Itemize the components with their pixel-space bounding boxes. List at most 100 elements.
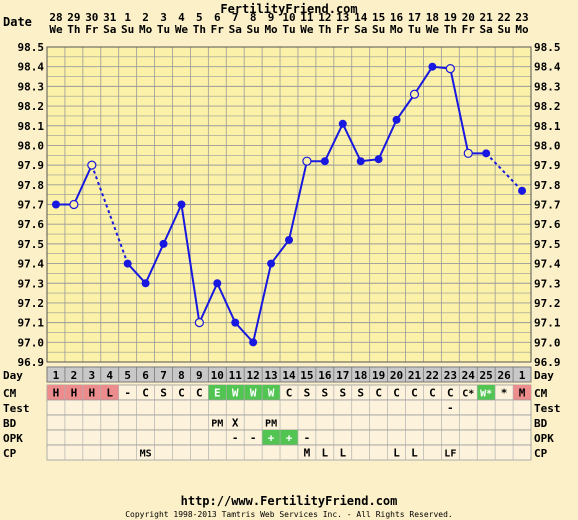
temp-point <box>267 259 276 268</box>
temp-line-segment <box>270 239 290 265</box>
obs-row-label: Test <box>3 402 30 415</box>
y-tick-label-right: 97.2 <box>534 297 561 310</box>
obs-cell-text: - <box>124 387 131 400</box>
day-cell-label: 6 <box>142 369 149 382</box>
weekday-tick-label: Tu <box>408 23 421 36</box>
temp-point <box>141 279 150 288</box>
date-tick-label: 19 <box>444 11 457 24</box>
obs-cell-text: * <box>501 387 508 400</box>
date-tick-label: 15 <box>372 11 385 24</box>
obs-cell-text: PM <box>265 419 277 430</box>
temp-line-segment <box>377 119 398 160</box>
weekday-tick-label: Mo <box>515 23 529 36</box>
obs-cell-text: W <box>268 387 275 400</box>
date-tick-label: 1 <box>124 11 131 24</box>
day-cell-label: 15 <box>300 369 313 382</box>
obs-cell-text: C <box>178 387 185 400</box>
obs-cell-fill <box>477 385 496 400</box>
date-tick-label: 5 <box>196 11 203 24</box>
day-cell-label: 21 <box>408 369 422 382</box>
y-tick-label-left: 96.9 <box>18 356 45 369</box>
obs-cell-fill <box>47 385 65 400</box>
day-cell-label: 12 <box>247 369 260 382</box>
plot-border <box>46 46 532 363</box>
y-tick-label-right: 96.9 <box>534 356 561 369</box>
obs-cell-text: W* <box>480 389 492 400</box>
obs-cell-text: E <box>214 387 221 400</box>
weekday-tick-label: Sa <box>354 23 367 36</box>
weekday-tick-label: We <box>426 23 440 36</box>
date-tick-label: 31 <box>103 11 117 24</box>
temp-point <box>159 239 168 248</box>
y-tick-label-left: 98.0 <box>18 139 45 152</box>
date-tick-label: 4 <box>178 11 185 24</box>
obs-cell-text: H <box>53 387 60 400</box>
y-tick-label-left: 97.9 <box>18 159 45 172</box>
day-cell-label: 7 <box>160 369 167 382</box>
obs-cell-text: MS <box>140 449 152 460</box>
footer-url[interactable]: http://www.FertilityFriend.com <box>180 494 398 508</box>
obs-cell-text: X <box>232 417 239 430</box>
weekday-tick-label: Fr <box>211 23 225 36</box>
day-cell-label: 22 <box>426 369 439 382</box>
weekday-tick-label: Sa <box>480 23 493 36</box>
weekday-tick-label: Th <box>193 23 206 36</box>
obs-cell-fill <box>82 385 101 400</box>
obs-cell-text: H <box>71 387 78 400</box>
obs-cell-text: S <box>160 387 167 400</box>
obs-cell-text: + <box>286 432 293 445</box>
obs-row-label: OPK <box>3 432 23 445</box>
date-tick-label: 6 <box>214 11 221 24</box>
temp-line-segment <box>126 262 147 284</box>
date-tick-label: 9 <box>268 11 275 24</box>
obs-cell-text: L <box>411 447 418 460</box>
temp-point <box>356 157 365 166</box>
obs-cell-text: C <box>429 387 436 400</box>
footer-copyright: Copyright 1998-2013 Tamtris Web Services… <box>125 510 453 519</box>
temp-line-segment <box>216 282 237 324</box>
temp-line-segment <box>288 160 308 241</box>
y-tick-label-right: 98.5 <box>534 41 561 54</box>
temp-point <box>231 318 240 327</box>
day-cell-label: 20 <box>390 369 403 382</box>
day-cell-label: 4 <box>106 369 113 382</box>
temp-point <box>123 259 132 268</box>
temp-point <box>338 119 347 128</box>
y-tick-label-left: 98.3 <box>18 80 45 93</box>
temp-point-open <box>194 318 204 328</box>
obs-cell-text: - <box>250 432 257 445</box>
weekday-tick-label: Su <box>497 23 510 36</box>
temp-point <box>285 235 293 244</box>
temp-point <box>213 279 222 288</box>
obs-cell-text: M <box>519 387 526 400</box>
obs-cell-text: LF <box>444 449 456 460</box>
date-tick-label: 20 <box>462 11 475 24</box>
date-tick-label: 28 <box>49 11 62 24</box>
temp-point <box>374 155 383 164</box>
day-cell-label: 2 <box>71 369 78 382</box>
temp-point <box>392 115 401 124</box>
y-tick-label-left: 98.4 <box>18 61 45 74</box>
obs-cell-fill <box>226 385 245 400</box>
temp-line-dashed <box>485 152 523 192</box>
weekday-tick-label: Th <box>67 23 80 36</box>
obs-cell-fill <box>208 385 227 400</box>
weekday-tick-label: Tu <box>282 23 295 36</box>
y-tick-label-right: 98.4 <box>534 61 561 74</box>
date-tick-label: 17 <box>408 11 421 24</box>
date-tick-label: 8 <box>250 11 257 24</box>
obs-cell-text: C <box>393 387 400 400</box>
date-tick-label: 18 <box>426 11 439 24</box>
y-tick-label-left: 97.1 <box>18 317 45 330</box>
y-tick-label-right: 97.4 <box>534 258 561 271</box>
temp-line-segment <box>413 66 434 95</box>
y-tick-label-right: 97.1 <box>534 317 561 330</box>
obs-cell-fill <box>513 385 531 400</box>
chart-title: FertilityFriend.com <box>220 2 358 16</box>
temp-point <box>428 62 437 71</box>
obs-cell-text: L <box>393 447 400 460</box>
obs-cell-text: - <box>232 432 239 445</box>
temp-point <box>177 200 186 209</box>
obs-row-bg <box>46 399 532 416</box>
